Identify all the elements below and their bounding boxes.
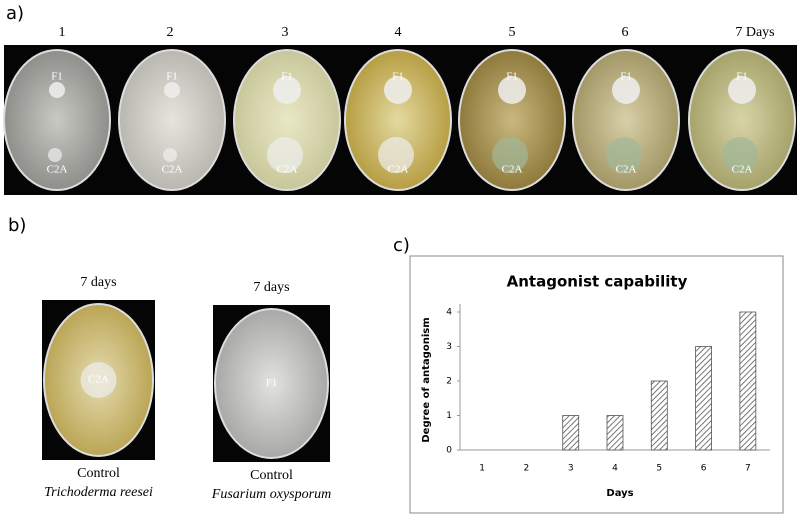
colony <box>492 137 528 173</box>
plate-label: F1 <box>266 377 278 389</box>
colony <box>273 76 301 104</box>
petri-dish <box>344 49 452 191</box>
colony <box>267 137 303 173</box>
plate-label: F1 <box>392 71 404 83</box>
colony <box>49 82 65 98</box>
petri-dish <box>233 49 341 191</box>
plate-label: F1 <box>166 71 178 83</box>
bar <box>650 380 668 451</box>
plate-label: C2A <box>88 374 109 386</box>
panel-b: b) 7 days C2A Control Trichoderma reesei 7 d… <box>8 215 331 502</box>
plate-label: C2A <box>732 164 753 176</box>
y-tick-label: 4 <box>446 308 452 318</box>
colony <box>378 137 414 173</box>
petri-dish <box>688 49 796 191</box>
x-tick-label: 5 <box>656 464 662 474</box>
plate-label: C2A <box>277 164 298 176</box>
x-axis-label: Days <box>606 488 633 499</box>
colony <box>164 82 180 98</box>
y-tick-label: 3 <box>446 342 452 352</box>
colony <box>163 148 177 162</box>
colony <box>80 362 117 398</box>
chart-title: Antagonist capability <box>507 273 688 291</box>
petri-dish <box>458 49 566 191</box>
caption: Control <box>77 466 120 481</box>
bar <box>562 415 580 451</box>
x-tick-label: 1 <box>479 464 485 474</box>
caption: Control <box>250 468 293 483</box>
day-label: 3 <box>282 25 289 40</box>
petri-dish <box>214 308 329 459</box>
day-label: 6 <box>622 25 629 40</box>
colony <box>606 137 642 173</box>
panel-c: c) Antagonist capability Days Degree of … <box>393 235 784 514</box>
day-label: 7 Days <box>735 25 774 40</box>
petri-dish <box>572 49 680 191</box>
panel-label: a) <box>6 3 24 24</box>
plate-title: 7 days <box>253 280 289 295</box>
bar <box>739 311 757 451</box>
bar <box>695 346 712 451</box>
plate-label: F1 <box>736 71 748 83</box>
x-tick-label: 4 <box>612 464 618 474</box>
plate-label: F1 <box>281 71 293 83</box>
plate-label: F1 <box>620 71 632 83</box>
y-tick-label: 1 <box>446 411 452 421</box>
x-tick-label: 3 <box>568 464 574 474</box>
colony <box>384 76 412 104</box>
colony <box>728 76 756 104</box>
species-name: Fusarium oxysporum <box>211 487 331 502</box>
x-tick-label: 6 <box>701 464 707 474</box>
bar <box>606 415 624 451</box>
day-label: 5 <box>509 25 516 40</box>
colony <box>498 76 526 104</box>
petri-dish <box>118 49 226 191</box>
species-name: Trichoderma reesei <box>44 485 153 500</box>
x-tick-label: 7 <box>745 464 751 474</box>
plate-label: C2A <box>502 164 523 176</box>
panel-a: a) 1 F1 C2A 2 F1 C2A 3 F1 C2A 4 F1 C2A 5 F1 C2A 6 F1 C2A 7… <box>3 3 797 195</box>
day-label: 1 <box>59 25 66 40</box>
plate-label: C2A <box>388 164 409 176</box>
plate-title: 7 days <box>80 275 116 290</box>
x-tick-label: 2 <box>524 464 530 474</box>
y-tick-label: 2 <box>446 377 452 387</box>
y-tick-label: 0 <box>446 446 452 456</box>
day-label: 4 <box>395 25 402 40</box>
colony <box>612 76 640 104</box>
y-axis-label: Degree of antagonism <box>421 317 432 442</box>
plate-label: C2A <box>616 164 637 176</box>
day-label: 2 <box>167 25 174 40</box>
colony <box>48 148 62 162</box>
colony <box>722 137 758 173</box>
plate-label: F1 <box>51 71 63 83</box>
chart-frame <box>409 255 784 514</box>
petri-dish <box>3 49 111 191</box>
plate-label: F1 <box>506 71 518 83</box>
panel-label: c) <box>393 235 410 256</box>
plate-label: C2A <box>47 164 68 176</box>
panel-label: b) <box>8 215 26 236</box>
plate-label: C2A <box>162 164 183 176</box>
